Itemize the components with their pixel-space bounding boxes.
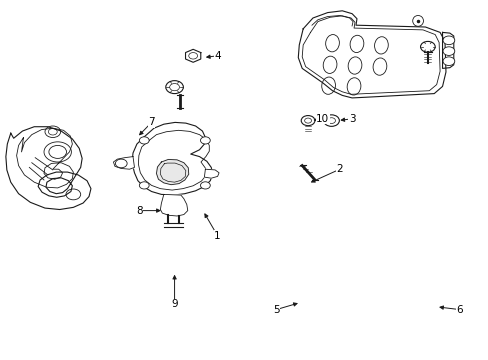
Circle shape xyxy=(420,41,434,52)
Circle shape xyxy=(442,36,454,45)
Circle shape xyxy=(301,116,314,126)
Text: 3: 3 xyxy=(348,114,355,124)
Text: 5: 5 xyxy=(272,305,279,315)
Text: 4: 4 xyxy=(214,51,221,61)
Circle shape xyxy=(323,115,339,126)
Polygon shape xyxy=(113,157,134,169)
Polygon shape xyxy=(156,159,188,185)
Text: 2: 2 xyxy=(336,164,343,174)
Text: 9: 9 xyxy=(171,299,178,309)
Polygon shape xyxy=(132,122,212,195)
Circle shape xyxy=(442,57,454,66)
Text: 1: 1 xyxy=(214,231,221,241)
Polygon shape xyxy=(204,169,219,178)
Circle shape xyxy=(139,137,149,144)
Polygon shape xyxy=(442,32,453,68)
Circle shape xyxy=(115,159,127,168)
Circle shape xyxy=(200,137,210,144)
Circle shape xyxy=(165,81,183,94)
Polygon shape xyxy=(160,194,187,216)
Text: 7: 7 xyxy=(148,117,155,127)
Text: 8: 8 xyxy=(136,206,142,216)
Polygon shape xyxy=(6,127,91,210)
Circle shape xyxy=(139,182,149,189)
Text: 6: 6 xyxy=(455,305,462,315)
Text: 10: 10 xyxy=(316,114,328,124)
Circle shape xyxy=(200,182,210,189)
Circle shape xyxy=(442,47,454,55)
Polygon shape xyxy=(298,11,445,98)
Polygon shape xyxy=(185,49,201,62)
